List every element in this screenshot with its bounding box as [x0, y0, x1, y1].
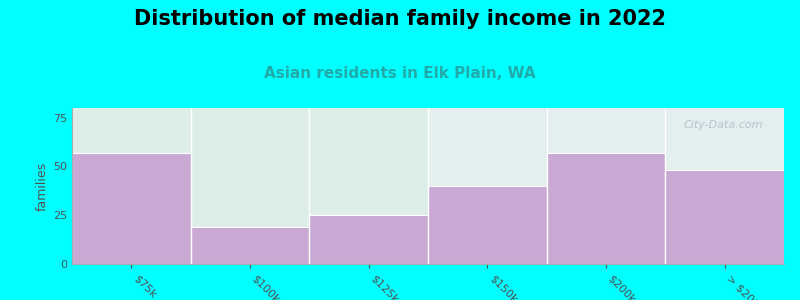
Text: Distribution of median family income in 2022: Distribution of median family income in …	[134, 9, 666, 29]
Bar	[666, 170, 784, 264]
Bar	[190, 227, 310, 264]
Bar	[310, 215, 428, 264]
Bar	[546, 153, 666, 264]
Y-axis label: families: families	[36, 161, 49, 211]
Bar	[428, 186, 546, 264]
Bar	[72, 153, 190, 264]
Polygon shape	[428, 108, 784, 264]
Text: Asian residents in Elk Plain, WA: Asian residents in Elk Plain, WA	[264, 66, 536, 81]
Polygon shape	[72, 108, 784, 227]
Text: City-Data.com: City-Data.com	[683, 121, 762, 130]
